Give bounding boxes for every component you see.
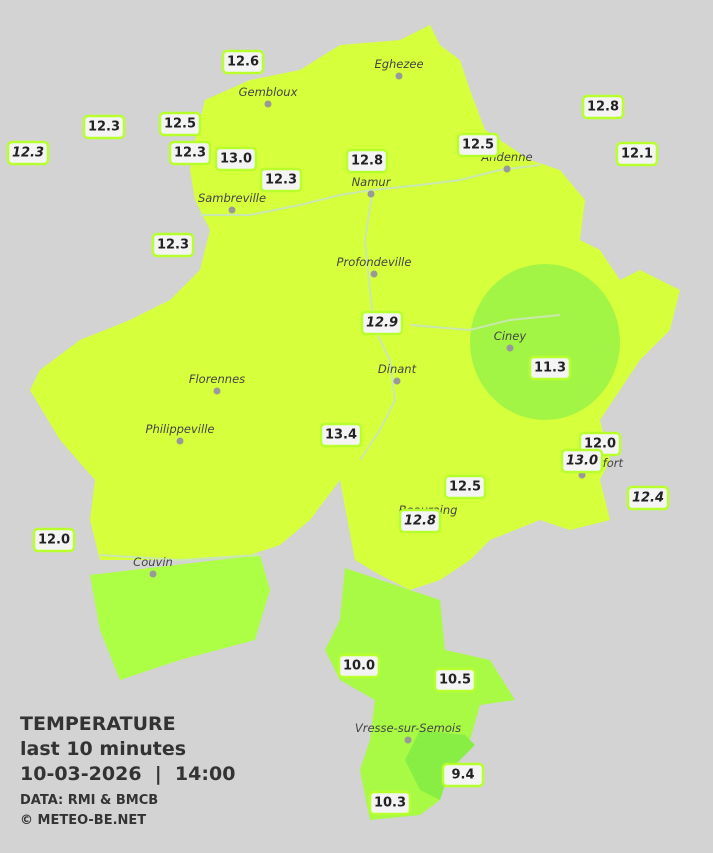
station-value: 12.4 [632,491,664,506]
river [99,164,561,562]
city-dot [393,377,401,385]
station-value: 12.8 [587,100,619,115]
city-name: Ciney [494,329,527,343]
station-value: 12.3 [174,146,206,161]
station-value: 12.8 [404,514,436,529]
city-dot [506,344,514,352]
station-value: 12.3 [157,238,189,253]
station-value: 13.0 [566,454,598,469]
station-box [6,140,50,166]
city-dot [228,206,236,214]
city-dot [264,100,272,108]
station-value: 12.1 [621,147,653,162]
city-dot [213,387,221,395]
station-box [345,148,389,174]
station-box [581,94,625,120]
station-box [441,762,485,788]
station-box [214,146,258,172]
city-dot [370,270,378,278]
city-dot [149,570,157,578]
city-name: Vresse-sur-Semois [355,721,461,735]
station-box [626,485,670,511]
station-box [158,111,202,137]
city-dot [395,72,403,80]
station-value: 10.0 [343,659,375,674]
legend-datetime: 10-03-2026 | 14:00 [20,763,235,785]
city-name: Philippeville [146,422,215,436]
station-value: 12.3 [265,173,297,188]
station-box [360,310,404,336]
station-box [319,422,363,448]
station-value: 11.3 [534,361,566,376]
province [30,25,680,590]
station-value: 9.4 [451,768,474,783]
station-value: 12.9 [366,316,398,331]
legend-subtitle: last 10 minutes [20,738,186,760]
station-value: 12.3 [12,146,44,161]
station-box [259,167,303,193]
legend-source: DATA: RMI & BMCB [20,793,158,808]
city-dot [503,165,511,173]
station-value: 13.4 [325,428,357,443]
station-value: 12.8 [351,154,383,169]
city-name: Eghezee [374,57,423,71]
station-box [168,140,212,166]
station-box [398,508,442,534]
legend-copyright: © METEO-BE.NET [20,813,146,828]
station-value: 12.0 [38,533,70,548]
station-box [151,232,195,258]
station-box [32,527,76,553]
city-name: Sambreville [198,191,266,205]
city-name: Namur [352,175,392,189]
station-value: 12.3 [88,120,120,135]
semois-zone [325,568,515,820]
city-name: Florennes [189,372,245,386]
station-value: 12.5 [449,480,481,495]
station-box [443,474,487,500]
legend-title: TEMPERATURE [20,713,176,735]
city-name: Gembloux [239,85,298,99]
station-box [560,448,604,474]
station-box [82,114,126,140]
station-box [456,132,500,158]
station-value: 12.5 [164,117,196,132]
station-box [337,653,381,679]
station-box [615,141,659,167]
station-value: 10.5 [439,673,471,688]
ciney-zone [470,264,620,420]
station-layer: 12.6 12.8 12.3 12.5 12.3 12.3 13.0 12.8 12.5 12.1… [6,49,670,816]
station-value: 10.3 [374,796,406,811]
station-value: 12.0 [584,437,616,452]
station-box [433,667,477,693]
city-dot [404,736,412,744]
cold-spot [405,730,475,800]
city-dot [176,437,184,445]
station-box [528,355,572,381]
city-dot [367,190,375,198]
station-value: 12.6 [227,55,259,70]
station-box [221,49,265,75]
station-value: 13.0 [220,152,252,167]
legend: TEMPERATURE last 10 minutes 10-03-2026 |… [20,713,235,828]
south-zone [90,555,270,680]
city-name: Couvin [133,555,173,569]
station-value: 12.5 [462,138,494,153]
station-box [368,790,412,816]
city-name: Dinant [378,362,417,376]
city-name: Profondeville [337,255,412,269]
